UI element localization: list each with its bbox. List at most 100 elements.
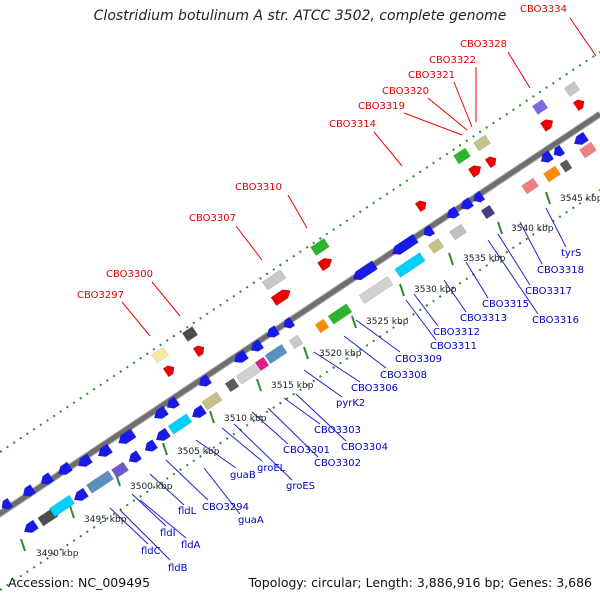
gene-feature[interactable] [467,163,484,178]
gene-feature[interactable] [458,197,475,213]
gene-feature[interactable] [151,346,169,364]
gene-feature[interactable] [539,117,556,132]
gene-label-fldc[interactable]: fldC [141,546,161,557]
gene-feature[interactable] [444,206,461,222]
gene-feature[interactable] [473,134,491,152]
gene-label-cbo3328[interactable]: CBO3328 [460,39,507,50]
gene-label-cbo3300[interactable]: CBO3300 [106,269,153,280]
gene-feature[interactable] [551,144,566,159]
gene-feature[interactable] [71,487,89,504]
gene-feature[interactable] [116,428,137,447]
gene-feature[interactable] [201,391,223,411]
gene-feature[interactable] [270,286,293,307]
gene-label-cbo3314[interactable]: CBO3314 [329,119,376,130]
gene-label-groes[interactable]: groES [286,481,315,492]
gene-label-cbo3321[interactable]: CBO3321 [408,70,455,81]
gene-feature[interactable] [358,276,394,304]
gene-label-cbo3311[interactable]: CBO3311 [430,341,477,352]
gene-label-cbo3315[interactable]: CBO3315 [482,299,529,310]
gene-feature[interactable] [38,472,55,488]
gene-feature[interactable] [55,461,73,478]
gene-label-cbo3322[interactable]: CBO3322 [429,55,476,66]
gene-feature[interactable] [571,131,589,148]
gene-feature[interactable] [189,404,207,421]
gene-label-cbo3304[interactable]: CBO3304 [341,442,388,453]
gene-feature[interactable] [414,198,429,213]
gene-feature[interactable] [317,255,334,272]
gene-label-guab[interactable]: guaB [230,470,256,481]
gene-label-cbo3320[interactable]: CBO3320 [382,86,429,97]
gene-feature[interactable] [471,190,486,205]
gene-feature[interactable] [153,427,171,444]
gene-label-cbo3309[interactable]: CBO3309 [395,354,442,365]
gene-feature[interactable] [350,260,378,284]
gene-feature[interactable] [192,343,207,358]
gene-label-cbo3319[interactable]: CBO3319 [358,101,405,112]
gene-feature[interactable] [264,343,288,365]
gene-label-cbo3318[interactable]: CBO3318 [537,265,584,276]
gene-label-cbo3307[interactable]: CBO3307 [189,213,236,224]
gene-label-cbo3334[interactable]: CBO3334 [520,4,567,15]
gene-feature[interactable] [538,150,555,166]
gene-feature[interactable] [421,224,436,239]
gene-feature[interactable] [142,439,159,455]
gene-feature[interactable] [453,147,471,165]
gene-feature[interactable] [86,470,114,494]
gene-feature[interactable] [394,252,426,278]
gene-feature[interactable] [162,363,177,378]
gene-feature[interactable] [196,374,213,390]
gene-label-cbo3301[interactable]: CBO3301 [283,445,330,456]
gene-feature[interactable] [559,159,573,173]
gene-feature[interactable] [20,484,37,500]
gene-label-tyrs[interactable]: tyrS [561,248,581,259]
gene-label-pyrk2[interactable]: pyrK2 [336,398,365,409]
gene-label-cbo3312[interactable]: CBO3312 [433,327,480,338]
gene-feature[interactable] [327,303,353,325]
gene-feature[interactable] [572,97,587,112]
gene-feature[interactable] [231,349,249,366]
gene-feature[interactable] [75,453,93,470]
gene-feature[interactable] [111,461,129,479]
gene-feature[interactable] [248,339,265,355]
gene-feature[interactable] [480,204,496,220]
gene-label-cbo3317[interactable]: CBO3317 [525,286,572,297]
gene-feature[interactable] [543,165,561,183]
gene-label-fldb[interactable]: fldB [168,563,188,574]
gene-feature[interactable] [164,396,181,412]
gene-label-cbo3310[interactable]: CBO3310 [235,182,282,193]
gene-feature[interactable] [310,238,330,256]
gene-label-cbo3302[interactable]: CBO3302 [314,458,361,469]
gene-feature[interactable] [235,363,261,385]
gene-label-cbo3316[interactable]: CBO3316 [532,315,579,326]
gene-feature[interactable] [579,141,597,159]
gene-feature[interactable] [449,223,467,241]
gene-label-cbo3306[interactable]: CBO3306 [351,383,398,394]
gene-label-cbo3303[interactable]: CBO3303 [314,425,361,436]
gene-feature[interactable] [151,405,169,422]
gene-feature[interactable] [254,356,270,372]
gene-feature[interactable] [390,233,419,258]
gene-feature[interactable] [427,238,445,254]
gene-feature[interactable] [95,443,113,460]
gene-feature[interactable] [48,494,76,518]
gene-feature[interactable] [484,154,499,169]
gene-feature[interactable] [521,177,539,195]
gene-label-cbo3297[interactable]: CBO3297 [77,290,124,301]
gene-label-flda[interactable]: fldA [181,540,201,551]
gene-label-fldi[interactable]: fldI [160,528,176,539]
gene-label-cbo3294[interactable]: CBO3294 [202,502,249,513]
gene-label-cbo3308[interactable]: CBO3308 [380,370,427,381]
gene-label-groel[interactable]: groEL [257,463,286,474]
gene-feature[interactable] [167,413,193,435]
gene-label-fldl[interactable]: fldL [178,506,197,517]
gene-feature[interactable] [224,377,240,393]
gene-label-cbo3313[interactable]: CBO3313 [460,313,507,324]
gene-feature[interactable] [0,497,14,512]
gene-feature[interactable] [21,519,39,536]
gene-feature[interactable] [314,318,330,334]
gene-feature[interactable] [261,269,287,291]
gene-feature[interactable] [181,326,199,342]
gene-feature[interactable] [281,316,296,331]
gene-feature[interactable] [288,334,304,350]
gene-feature[interactable] [126,450,143,466]
